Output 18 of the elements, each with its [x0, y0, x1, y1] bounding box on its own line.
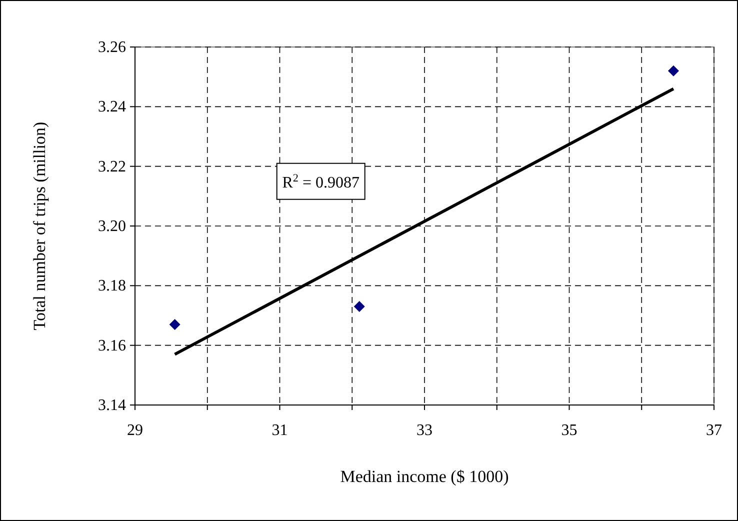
x-tick-label: 37: [706, 422, 722, 439]
y-tick-label: 3.24: [98, 98, 126, 116]
annotation: R$^{2}$ = 0.9087: [282, 172, 360, 192]
x-tick-label: 33: [416, 422, 432, 439]
y-axis-title: Total number of trips (million): [30, 122, 49, 330]
x-tick-label: 35: [561, 422, 578, 439]
point: [169, 318, 180, 330]
y-tick-label: 3.20: [98, 218, 126, 235]
y-tick-label: 3.26: [98, 39, 126, 56]
point: [354, 301, 365, 312]
x-tick-label: 29: [127, 422, 143, 439]
y-tick-label: 3.18: [98, 278, 126, 295]
point: [668, 65, 679, 76]
y-tick-label: 3.14: [98, 397, 126, 414]
x-axis-title: Median income ($ 1000): [340, 467, 509, 486]
x-tick-label: 31: [272, 422, 288, 439]
y-tick-label: 3.22: [98, 158, 126, 176]
y-tick-label: 3.16: [98, 337, 126, 354]
